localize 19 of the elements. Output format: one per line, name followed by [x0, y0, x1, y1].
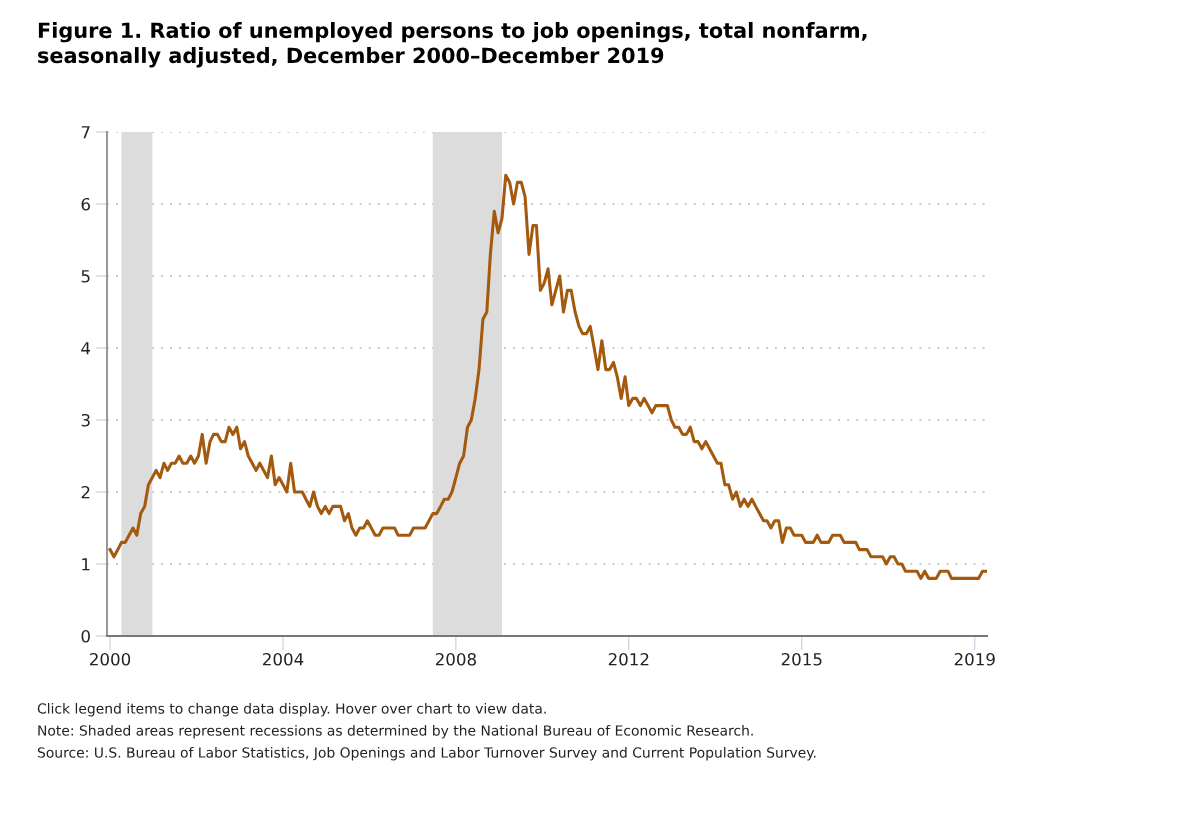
chart-title: Figure 1. Ratio of unemployed persons to job openings, total nonfarm, seasonally adjusted, December 2000–December 2019: [38, 22, 867, 68]
source-note: Source: U.S. Bureau of Labor Statistics, Job Openings and Labor Turnover Survey and Current Population Survey.: [37, 747, 816, 761]
x-tick-label: 2019: [954, 652, 995, 666]
text: Note: Shaded areas represent recessions as determined by the National Bureau of Economic Research.: [38, 725, 753, 739]
text: Click legend items to change data display. Hover over chart to view data.: [37, 703, 546, 717]
x-tick-label: 2000: [90, 652, 131, 666]
y-tick-label: 5: [81, 270, 90, 283]
x-tick-label: 2008: [435, 652, 476, 666]
line-series: [108, 173, 987, 580]
x-tick-label: 2004: [263, 652, 304, 666]
y-tick-label: 1: [82, 558, 90, 571]
y-tick-label: 4: [81, 342, 91, 355]
y-tick-label: 3: [81, 413, 90, 427]
y-tick-label: 0: [81, 629, 90, 643]
y-tick-label: 7: [81, 126, 90, 139]
x-tick-label: 2012: [608, 652, 649, 666]
y-tick-label: 6: [81, 197, 90, 211]
y-tick-label: 2: [81, 485, 90, 499]
x-tick-label: 2015: [781, 652, 822, 666]
